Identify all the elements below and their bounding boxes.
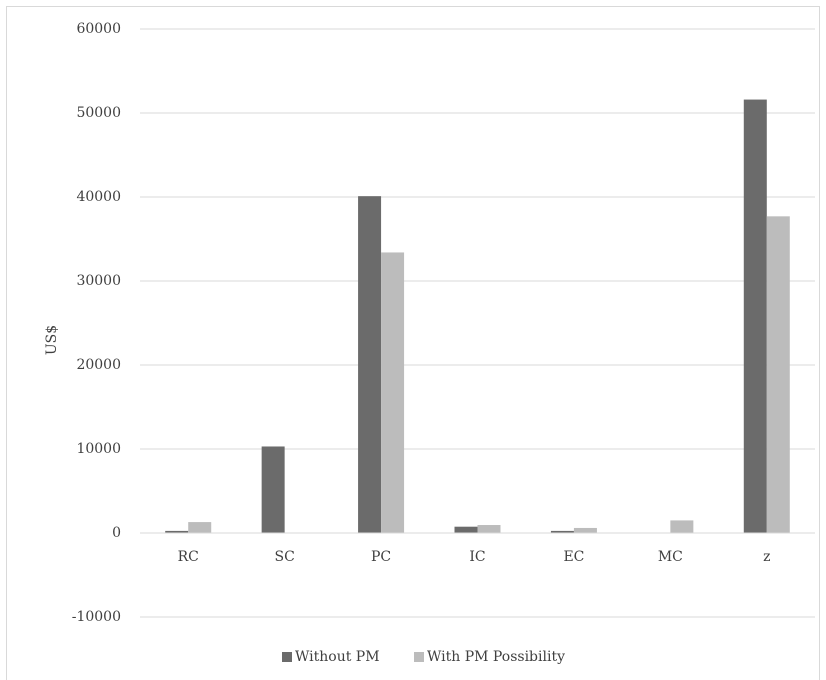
bars [165,99,790,533]
y-tick-label: 50000 [76,105,121,121]
legend: Without PM With PM Possibility [282,649,565,665]
bar-without-pm-ec [550,530,574,533]
y-tick-label: 20000 [76,357,121,373]
bar-with-pm-possibility-ec [573,527,597,533]
bar-with-pm-possibility-rc [188,522,212,533]
legend-swatch [414,652,424,662]
y-tick-label: 60000 [76,21,121,37]
y-tick-label: 40000 [76,189,121,205]
y-axis-title: US$ [44,325,60,355]
bar-with-pm-possibility-ic [477,525,501,533]
y-tick-label: -10000 [72,609,121,625]
x-axis-tick-labels: RC SC PC IC EC MC z [178,549,771,565]
bar-with-pm-possibility-mc [670,520,694,533]
x-tick-label: RC [178,549,199,565]
chart-frame [6,6,820,680]
x-tick-label: SC [274,549,294,565]
bar-without-pm-pc [358,196,382,533]
y-axis-tick-labels: -10000 0 10000 20000 30000 40000 50000 60000 [72,21,121,625]
x-tick-label: MC [658,549,683,565]
x-tick-label: z [763,549,770,565]
bar-without-pm-rc [165,530,189,533]
y-tick-label: 10000 [76,441,121,457]
bar-with-pm-possibility-pc [381,252,405,533]
bar-with-pm-possibility-z [766,216,790,533]
gridlines [140,28,815,618]
y-tick-label: 30000 [76,273,121,289]
legend-swatch [282,652,292,662]
bar-without-pm-ic [454,526,478,533]
y-tick-label: 0 [112,525,121,541]
bar-without-pm-sc [261,446,285,533]
legend-label: Without PM [295,649,380,665]
bar-without-pm-z [743,99,767,533]
x-tick-label: IC [469,549,485,565]
x-tick-label: EC [563,549,584,565]
legend-label: With PM Possibility [427,649,565,665]
x-tick-label: PC [371,549,391,565]
